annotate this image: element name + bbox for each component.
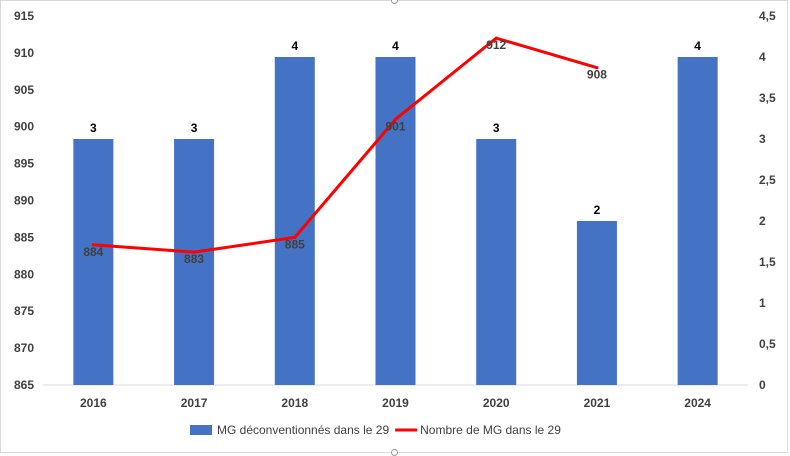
line-path bbox=[91, 36, 599, 254]
line-data-label: 883 bbox=[184, 252, 204, 266]
legend: MG déconventionnés dans le 29 Nombre de M… bbox=[190, 423, 561, 437]
y-left-tick-label: 905 bbox=[14, 83, 34, 97]
data-labels: 3 3 4 4 3 2 4 884 883 885 901 912 908 bbox=[83, 38, 701, 266]
x-tick-label: 2020 bbox=[483, 396, 510, 410]
y-left-tick-label: 885 bbox=[14, 230, 34, 244]
y-left-tick-label: 880 bbox=[14, 267, 34, 281]
bar bbox=[73, 139, 114, 385]
y-right-tick-label: 3,5 bbox=[759, 91, 776, 105]
bar bbox=[476, 139, 517, 385]
y-right-tick-label: 0,5 bbox=[759, 337, 776, 351]
line-data-label: 884 bbox=[83, 245, 103, 259]
bar-data-label: 3 bbox=[191, 121, 198, 135]
y-left-tick-label: 895 bbox=[14, 157, 34, 171]
bar bbox=[174, 139, 215, 385]
line-point bbox=[293, 235, 297, 239]
bar-data-label: 4 bbox=[392, 39, 399, 53]
x-tick-label: 2017 bbox=[181, 396, 208, 410]
y-right-tick-label: 4,5 bbox=[759, 9, 776, 23]
x-tick-label: 2019 bbox=[382, 396, 409, 410]
bar-data-label: 4 bbox=[291, 39, 298, 53]
line-data-label: 885 bbox=[285, 237, 305, 251]
bar bbox=[375, 57, 416, 385]
y-left-tick-label: 915 bbox=[14, 9, 34, 23]
line-data-label: 901 bbox=[385, 119, 405, 133]
y-right-tick-label: 1 bbox=[759, 296, 766, 310]
legend-item-label: Nombre de MG dans le 29 bbox=[420, 423, 561, 437]
x-tick-label: 2021 bbox=[584, 396, 611, 410]
y-right-tick-label: 0 bbox=[759, 378, 766, 392]
y-right-tick-label: 1,5 bbox=[759, 255, 776, 269]
bar bbox=[576, 221, 617, 385]
y-right-tick-label: 4 bbox=[759, 50, 766, 64]
line-data-label: 908 bbox=[587, 68, 607, 82]
line-point bbox=[192, 250, 196, 254]
y-left-tick-label: 865 bbox=[14, 378, 34, 392]
bar-data-label: 2 bbox=[594, 203, 601, 217]
y-left-tick-label: 875 bbox=[14, 304, 34, 318]
line-point bbox=[595, 66, 599, 70]
legend-swatch-bar bbox=[190, 425, 212, 435]
y-left-tick-label: 900 bbox=[14, 120, 34, 134]
legend-item-label: MG déconventionnés dans le 29 bbox=[217, 423, 389, 437]
bar-data-label: 4 bbox=[694, 39, 701, 53]
y-left-tick-label: 890 bbox=[14, 194, 34, 208]
y-left-tick-label: 870 bbox=[14, 341, 34, 355]
line-point bbox=[494, 36, 498, 40]
x-tick-label: 2024 bbox=[684, 396, 711, 410]
bar-data-label: 3 bbox=[493, 121, 500, 135]
y-right-tick-label: 3 bbox=[759, 132, 766, 146]
y-right-tick-label: 2 bbox=[759, 214, 766, 228]
bar bbox=[677, 57, 718, 385]
y-left-tick-label: 910 bbox=[14, 46, 34, 60]
line-point bbox=[394, 117, 397, 121]
line-point bbox=[91, 243, 95, 247]
bar-series bbox=[73, 57, 718, 385]
x-tick-label: 2016 bbox=[80, 396, 107, 410]
line-series bbox=[91, 36, 599, 254]
line-data-label: 912 bbox=[486, 38, 506, 52]
bar-data-label: 3 bbox=[90, 121, 97, 135]
y-right-tick-label: 2,5 bbox=[759, 173, 776, 187]
x-tick-label: 2018 bbox=[281, 396, 308, 410]
resize-handle-top[interactable] bbox=[391, 0, 398, 4]
axes: 865 870 875 880 885 890 895 900 905 910 915 0 0,5 1 1,… bbox=[14, 9, 776, 410]
